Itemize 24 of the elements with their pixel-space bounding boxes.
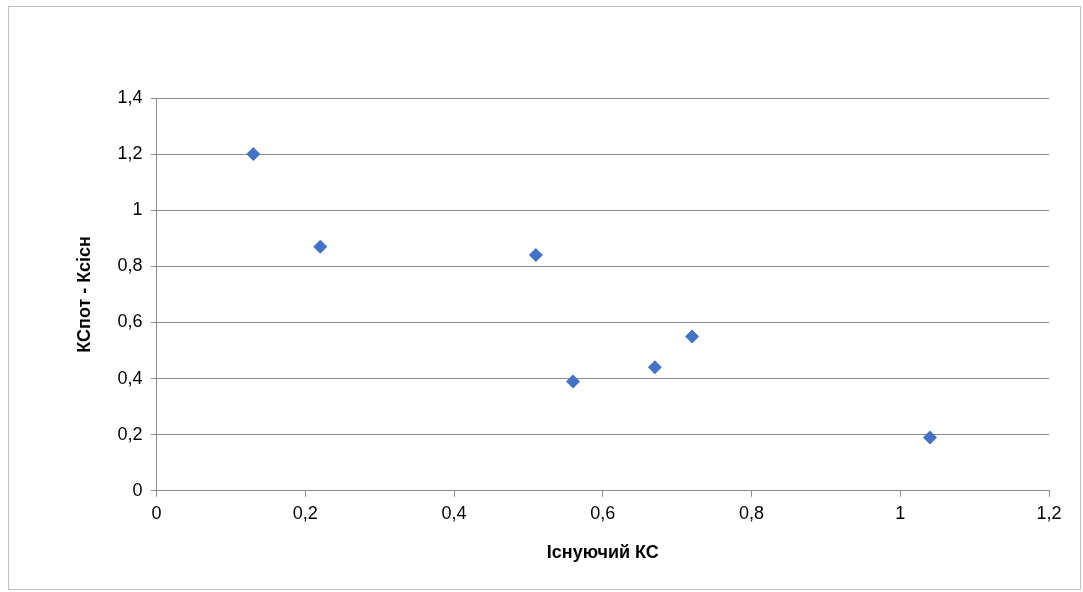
x-axis-title: Існуючий КС xyxy=(546,542,659,563)
x-tick-label: 0,2 xyxy=(292,502,318,523)
y-tick-label: 0,6 xyxy=(117,311,143,332)
y-tick-label: 0,8 xyxy=(117,255,143,276)
x-tick-label: 1 xyxy=(895,502,906,523)
point xyxy=(313,239,328,254)
x-tick-label: 0 xyxy=(151,502,162,523)
y-tick-label: 1,2 xyxy=(117,143,143,164)
point xyxy=(685,329,700,344)
x-tick-label: 0,4 xyxy=(441,502,467,523)
x-tick-label: 0,8 xyxy=(739,502,765,523)
y-axis-title: КСпот - Ксісн xyxy=(73,236,94,353)
point xyxy=(528,248,543,263)
point xyxy=(923,430,938,445)
x-tick-label: 1,2 xyxy=(1036,502,1062,523)
y-tick-label: 0,4 xyxy=(117,367,143,388)
point xyxy=(566,374,581,389)
y-tick-label: 1 xyxy=(132,199,143,220)
y-tick-label: 0,2 xyxy=(117,423,143,444)
x-tick-label: 0,6 xyxy=(590,502,616,523)
point xyxy=(246,147,261,162)
y-tick-label: 0 xyxy=(132,479,143,500)
point xyxy=(647,360,662,375)
y-tick-label: 1,4 xyxy=(117,86,143,107)
